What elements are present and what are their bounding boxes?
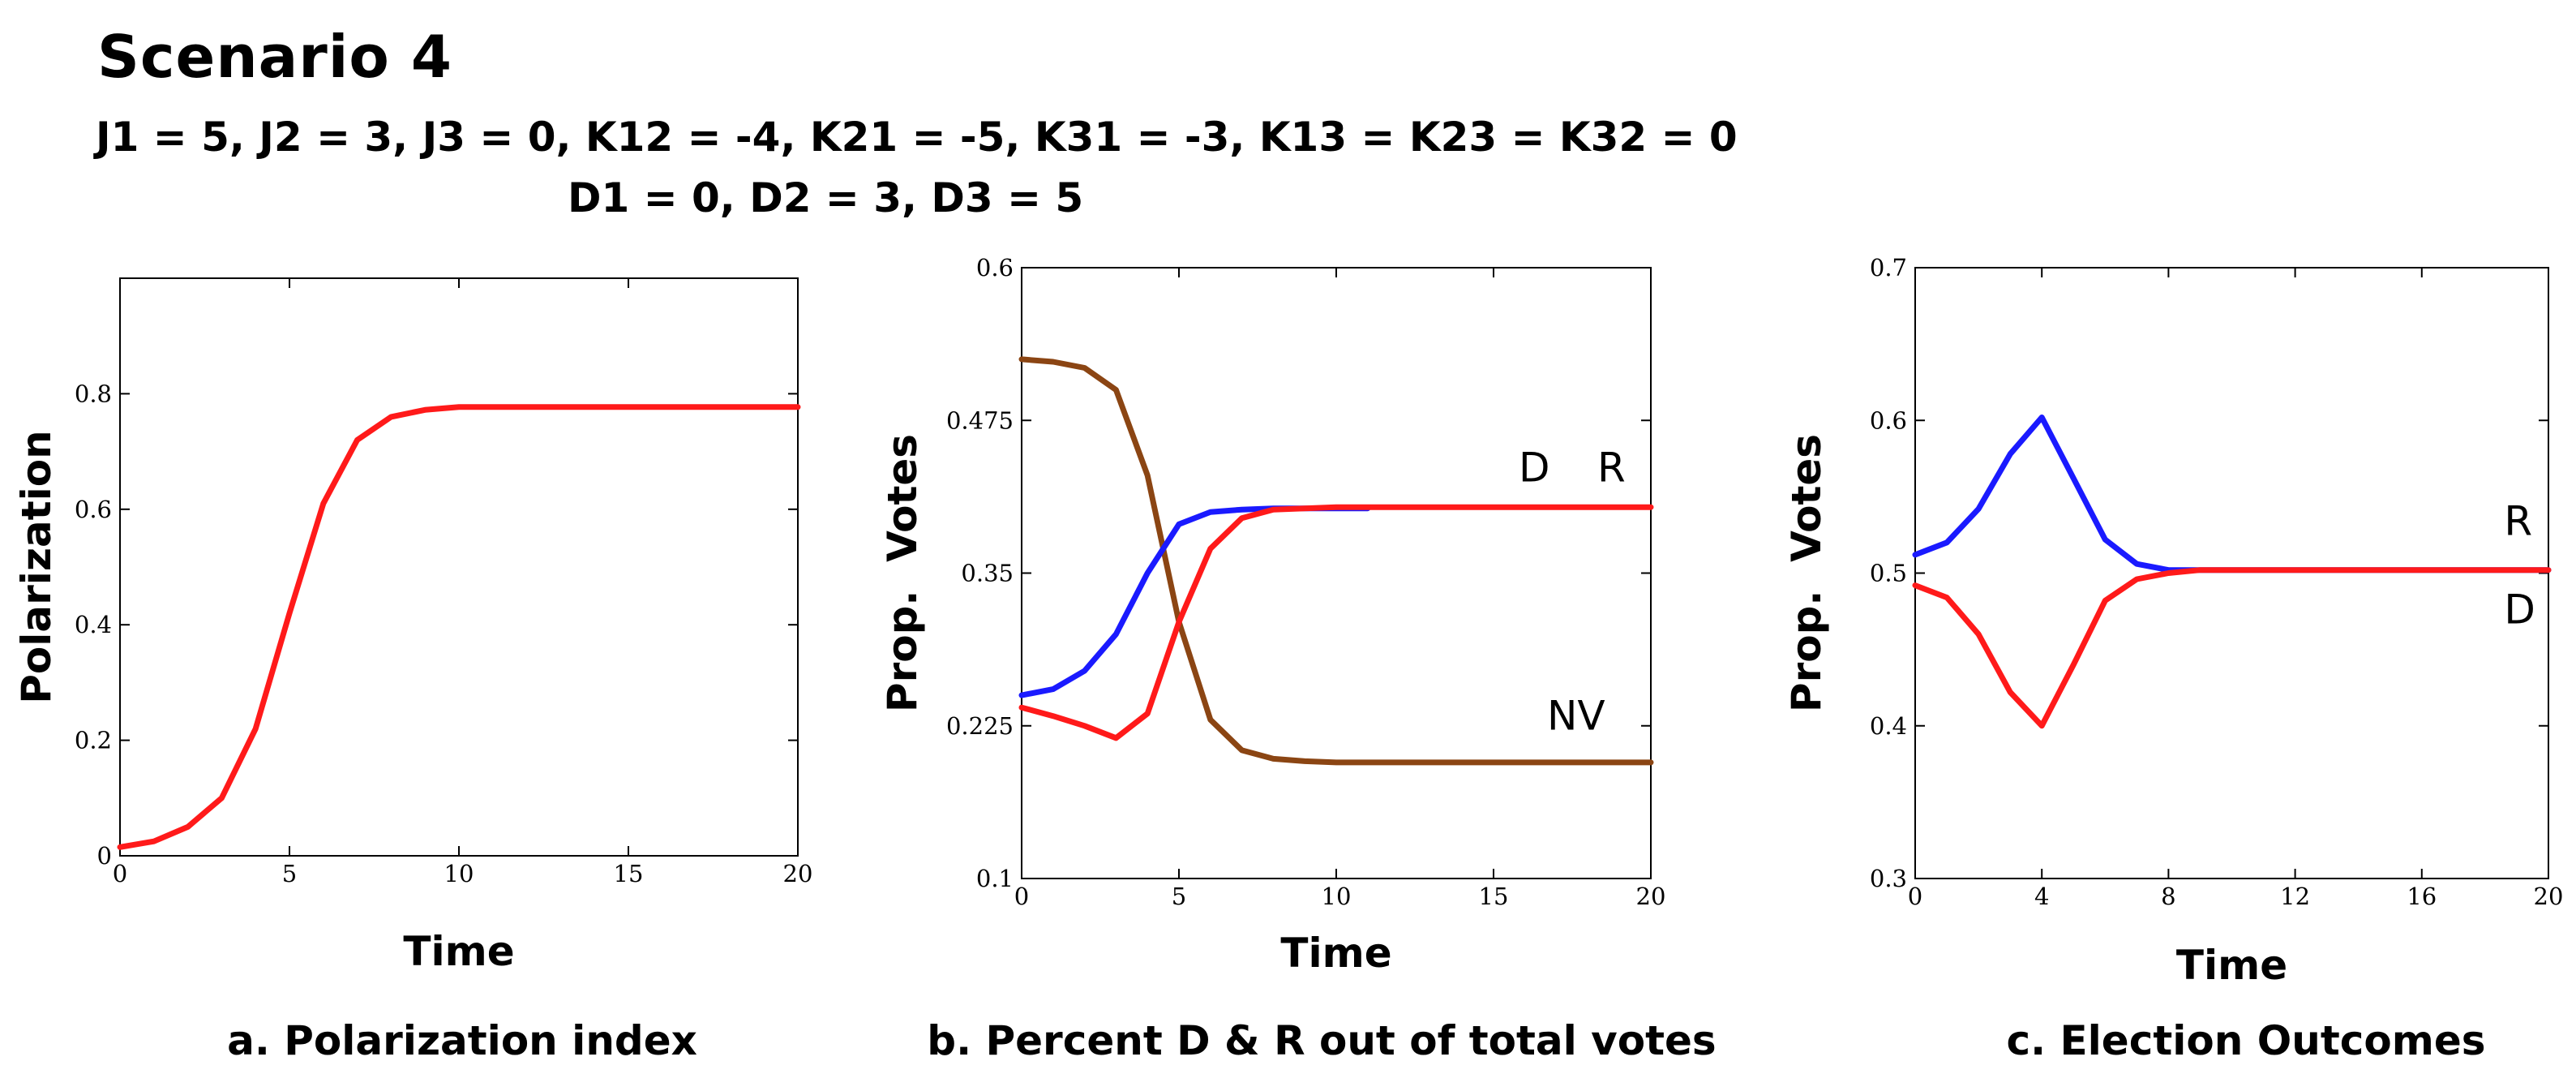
chart3-x-tick-label: 8 [2161,883,2175,910]
chart2-y-tick-label: 0.35 [961,560,1014,587]
chart1-x-tick-label: 5 [282,860,297,887]
chart3-x-tick-label: 12 [2280,883,2310,910]
chart2-y-tick-label: 0.1 [976,865,1014,892]
page-title: Scenario 4 [97,23,453,91]
chart3-y-tick-label: 0.5 [1870,560,1907,587]
chart3-series-d-line [1912,415,2552,574]
chart3-y-tick-label: 0.7 [1870,254,1907,281]
chart2-y-tick-label: 0.6 [976,254,1014,281]
chart3-y-tick-label: 0.6 [1870,406,1907,434]
chart3-caption: c. Election Outcomes [2006,1017,2485,1064]
chart3-series-r-line [1912,567,2552,729]
chart3-x-tick-label: 0 [1908,883,1922,910]
chart1-y-tick-label: 0.6 [75,496,112,523]
chart1-caption: a. Polarization index [227,1017,697,1064]
chart2-x-axis-title: Time [1280,930,1391,977]
chart1-x-axis-title: Time [403,928,514,975]
chart2-y-tick-label: 0.225 [946,712,1014,740]
chart2-label-r: R [1597,445,1626,492]
chart2-series-nv-line [1018,356,1654,766]
chart2-x-tick-label: 5 [1172,883,1186,910]
chart3-x-axis-title: Time [2176,942,2287,989]
chart2-x-tick-label: 20 [1636,883,1666,910]
parameters-line-2: D1 = 0, D2 = 3, D3 = 5 [568,174,1084,221]
chart3-x-tick-label: 4 [2034,883,2049,910]
chart2-label-nv: NV [1547,692,1605,739]
chart2-caption: b. Percent D & R out of total votes [927,1017,1716,1064]
chart2-y-tick-label: 0.475 [946,406,1014,434]
chart3-label-r: R [2504,497,2532,544]
chart1-series-polarization-line [117,404,801,850]
chart3-plot-frame [1914,267,2549,879]
chart1-x-tick-label: 0 [113,860,127,887]
parameters-line-1: J1 = 5, J2 = 3, J3 = 0, K12 = -4, K21 = … [96,114,1738,161]
chart3-y-tick-label: 0.4 [1870,712,1907,740]
chart2-x-tick-label: 0 [1014,883,1029,910]
chart2-series-r-line [1018,504,1654,741]
chart1-x-tick-label: 10 [444,860,474,887]
chart2-y-axis-title: Prop. Votes [879,434,926,712]
chart3-x-tick-label: 16 [2407,883,2437,910]
chart2-x-tick-label: 15 [1479,883,1509,910]
chart2-label-d: D [1519,445,1550,492]
chart3-label-d: D [2504,586,2535,634]
chart1-x-tick-label: 20 [783,860,813,887]
chart1-y-axis-title: Polarization [13,430,60,704]
chart1-y-tick-label: 0.4 [75,611,112,638]
chart1-y-tick-label: 0.8 [75,380,112,407]
chart3-x-tick-label: 20 [2534,883,2564,910]
chart3-y-tick-label: 0.3 [1870,865,1907,892]
chart3-y-axis-title: Prop. Votes [1783,434,1830,712]
chart1-y-tick-label: 0 [97,842,112,870]
chart1-y-tick-label: 0.2 [75,727,112,754]
chart1-x-tick-label: 15 [614,860,644,887]
chart2-x-tick-label: 10 [1322,883,1352,910]
chart1-plot-frame [119,277,799,857]
chart2-plot-frame [1021,267,1652,879]
